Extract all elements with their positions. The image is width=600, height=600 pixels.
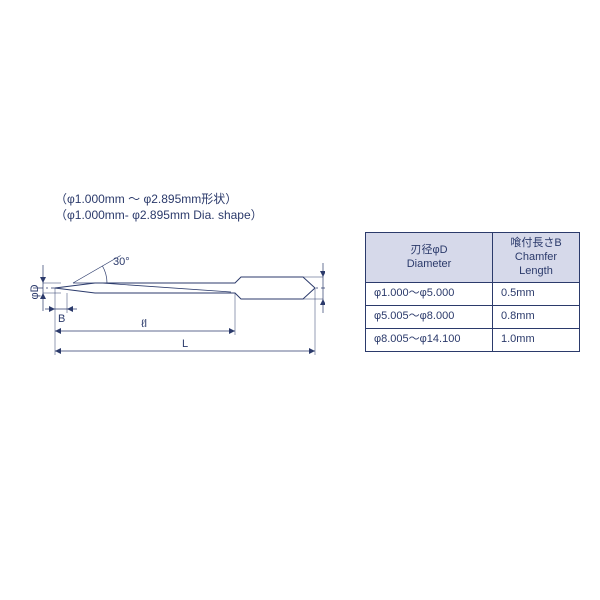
col-header-diameter-jp: 刃径φD: [410, 244, 447, 256]
caption-jp: （φ1.000mm ～ φ2.895mm形状）: [55, 190, 237, 207]
table-row: φ5.005～φ8.000 0.8mm: [366, 306, 580, 329]
svg-text:φD: φD: [29, 284, 41, 299]
col-header-chamfer: 喰付長さB Chamfer Length: [493, 233, 580, 283]
cell-range: φ5.005～φ8.000: [366, 306, 493, 329]
svg-text:B: B: [58, 313, 65, 325]
diagram-svg: 30°φDφｄh7BℓlL: [25, 230, 325, 380]
table-row: φ8.005～φ14.100 1.0mm: [366, 328, 580, 351]
cell-chamfer: 0.8mm: [493, 306, 580, 329]
col-header-diameter: 刃径φD Diameter: [366, 233, 493, 283]
caption-en: （φ1.000mm- φ2.895mm Dia. shape）: [55, 206, 263, 223]
svg-text:L: L: [182, 338, 188, 350]
col-header-diameter-en: Diameter: [407, 258, 452, 270]
cell-chamfer: 0.5mm: [493, 283, 580, 306]
cell-range: φ1.000～φ5.000: [366, 283, 493, 306]
cell-range: φ8.005～φ14.100: [366, 328, 493, 351]
col-header-chamfer-jp: 喰付長さB: [510, 237, 561, 249]
reamer-diagram: 30°φDφｄh7BℓlL: [25, 230, 325, 370]
chamfer-table: 刃径φD Diameter 喰付長さB Chamfer Length φ1.00…: [365, 232, 580, 352]
col-header-chamfer-en: Chamfer Length: [515, 251, 557, 277]
svg-text:30°: 30°: [113, 256, 130, 268]
page-root: （φ1.000mm ～ φ2.895mm形状） （φ1.000mm- φ2.89…: [0, 0, 600, 600]
table-row: φ1.000～φ5.000 0.5mm: [366, 283, 580, 306]
cell-chamfer: 1.0mm: [493, 328, 580, 351]
svg-text:ℓl: ℓl: [141, 318, 147, 330]
